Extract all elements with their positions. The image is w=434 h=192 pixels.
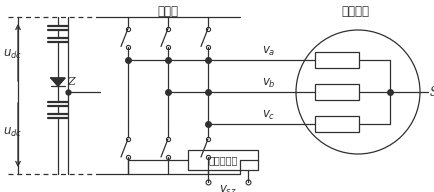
Text: $u_{dc}$: $u_{dc}$ [3,125,22,139]
Polygon shape [51,78,65,86]
Text: $u_{dc}$: $u_{dc}$ [3,47,22,60]
Text: $v_a$: $v_a$ [262,45,276,58]
Text: Z: Z [67,77,75,87]
Text: 感应电机: 感应电机 [341,5,369,18]
Text: 逆变器: 逆变器 [158,5,178,18]
Text: $v_{sz}$: $v_{sz}$ [219,184,237,192]
Text: $v_b$: $v_b$ [262,77,276,90]
Text: $v_c$: $v_c$ [262,109,276,122]
Bar [315,116,359,132]
Bar [188,150,258,170]
Bar [315,52,359,68]
Bar [315,84,359,100]
Text: S: S [430,85,434,98]
Text: 电压传感器: 电压传感器 [208,155,238,165]
